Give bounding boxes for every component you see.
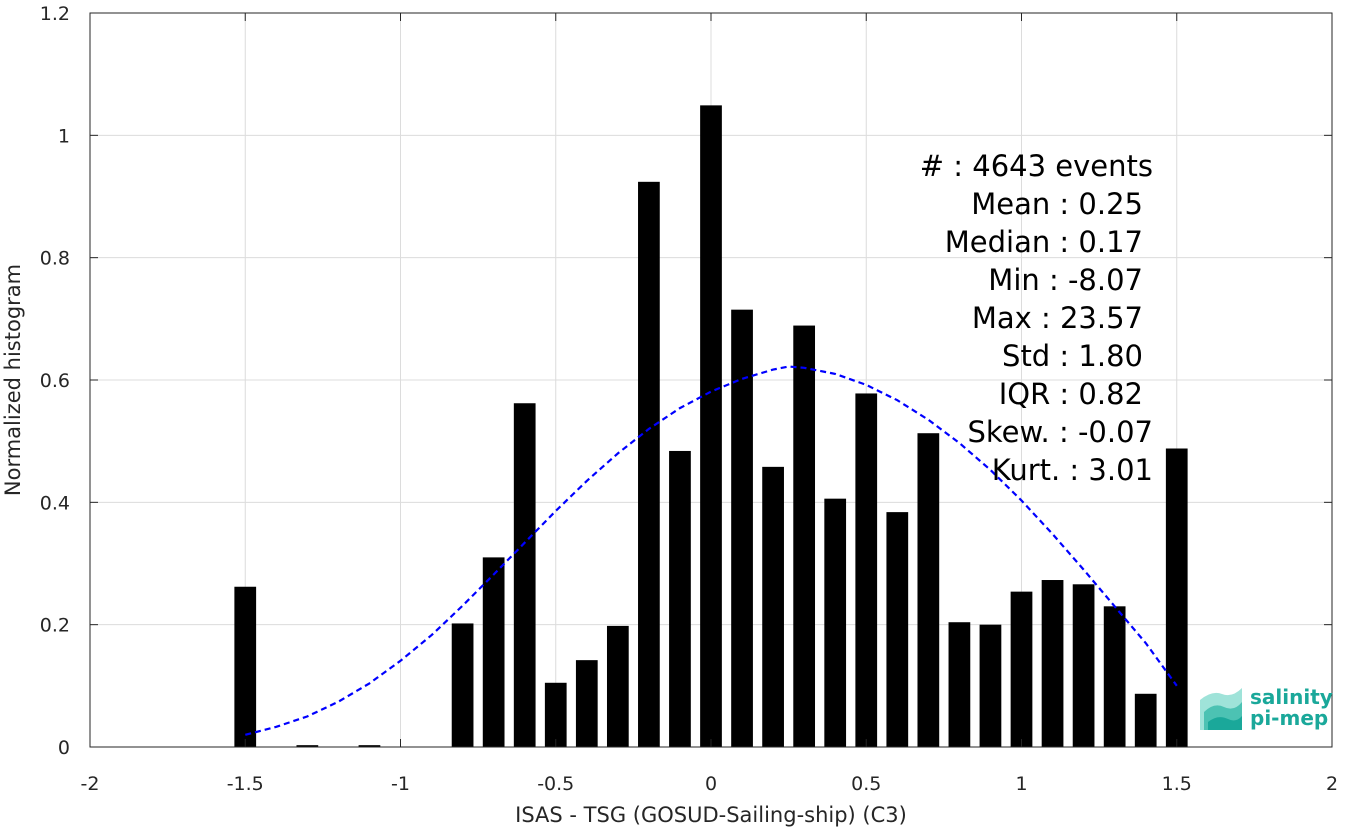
x-tick-label: -1.5 [227,773,264,795]
histogram-bar [1103,606,1126,747]
histogram-bar [638,181,660,747]
histogram-bar [855,393,878,747]
x-tick-labels: -2 -1.5 -1 -0.5 0 0.5 1 1.5 2 [81,773,1339,795]
x-tick-label: -0.5 [537,773,574,795]
x-tick-label: 0.5 [851,773,881,795]
histogram-bar [1072,584,1095,747]
logo-line2: pi-mep [1250,706,1328,730]
stat-skew: Skew. : -0.07 [967,415,1153,449]
histogram-bar [886,512,909,747]
stat-min: Min : -8.07 [988,263,1143,297]
salinity-pimep-logo: salinity pi-mep [1200,685,1333,730]
histogram-bar [669,450,691,747]
x-tick-label: -2 [81,773,100,795]
histogram-bar [762,466,784,747]
y-tick-label: 0.8 [40,248,70,270]
stat-kurt: Kurt. : 3.01 [992,453,1153,487]
axis-ticks [89,12,1333,748]
histogram-bar [1134,693,1157,747]
stat-max: Max : 23.57 [972,301,1143,335]
histogram-bar [948,622,971,747]
histogram-bar [544,682,567,747]
histogram-bar [1010,591,1033,747]
histogram-bars [234,105,1188,747]
y-tick-label: 0.4 [40,492,70,514]
x-tick-label: 0 [705,773,717,795]
y-tick-labels: 0 0.2 0.4 0.6 0.8 1 1.2 [40,3,70,759]
x-tick-label: 1 [1015,773,1027,795]
stats-box: # : 4643 events Mean : 0.25 Median : 0.1… [920,149,1153,487]
histogram-bar [917,433,940,747]
y-tick-label: 0 [58,737,70,759]
x-tick-label: 2 [1326,773,1338,795]
histogram-bar [451,623,474,747]
histogram-bar [793,325,816,747]
histogram-bar [731,309,753,747]
histogram-bar [482,557,505,747]
histogram-bar [824,498,847,747]
histogram-bar [358,745,381,747]
histogram-bar [234,586,257,747]
y-tick-label: 0.2 [40,615,70,637]
y-tick-label: 0.6 [40,370,70,392]
logo-line1: salinity [1250,685,1333,709]
histogram-bar [700,105,722,747]
histogram-bar [1041,580,1064,747]
y-tick-label: 1 [58,125,70,147]
histogram-bar [296,745,319,747]
stat-median: Median : 0.17 [945,225,1143,259]
normal-fit-curve [245,365,1178,736]
wave-logo-icon [1200,688,1242,730]
histogram-bar [1165,448,1188,747]
histogram-bar [575,660,598,747]
histogram-bar [606,625,629,747]
y-axis-label: Normalized histogram [1,264,25,496]
stat-mean: Mean : 0.25 [971,187,1143,221]
y-tick-label: 1.2 [40,3,70,25]
stat-std: Std : 1.80 [1002,339,1143,373]
x-tick-label: -1 [391,773,410,795]
stat-iqr: IQR : 0.82 [999,377,1143,411]
x-tick-label: 1.5 [1162,773,1192,795]
stat-count: # : 4643 events [920,149,1153,183]
histogram-bar [979,624,1002,747]
histogram-bar [513,403,536,747]
x-axis-label: ISAS - TSG (GOSUD-Sailing-ship) (C3) [515,803,907,827]
